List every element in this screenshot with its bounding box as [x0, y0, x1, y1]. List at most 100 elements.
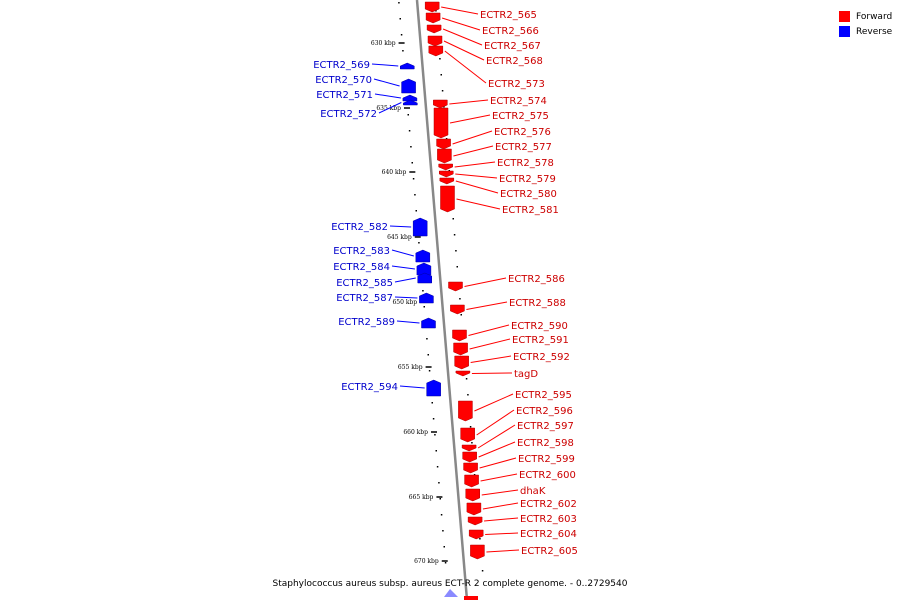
forward-gene-arrow[interactable] [424, 1, 440, 13]
forward-gene-label[interactable]: ECTR2_575 [492, 111, 549, 122]
reverse-gene-arrow[interactable] [401, 78, 416, 94]
forward-gene-label[interactable]: ECTR2_595 [515, 390, 572, 401]
forward-gene-leader [442, 28, 483, 46]
reverse-gene-arrow[interactable] [415, 249, 431, 263]
forward-gene-label[interactable]: ECTR2_566 [482, 26, 539, 37]
reverse-gene-label[interactable]: ECTR2_584 [333, 262, 390, 273]
forward-gene-arrow[interactable] [437, 148, 452, 164]
forward-gene-arrow[interactable] [462, 451, 477, 463]
forward-gene-arrow[interactable] [433, 107, 449, 139]
forward-gene-label[interactable]: ECTR2_567 [484, 41, 541, 52]
forward-gene-arrow[interactable] [466, 502, 482, 516]
forward-gene-arrow[interactable] [454, 355, 469, 370]
minor-tick [402, 50, 404, 52]
forward-gene-arrow[interactable] [426, 24, 442, 34]
forward-gene-arrow[interactable] [450, 304, 465, 315]
forward-gene-leader [484, 517, 519, 522]
reverse-gene-label[interactable]: ECTR2_583 [333, 246, 390, 257]
forward-gene-arrow[interactable] [436, 138, 451, 150]
forward-gene-label[interactable]: ECTR2_568 [486, 56, 543, 67]
reverse-gene-label[interactable]: ECTR2_571 [316, 90, 373, 101]
forward-gene-arrow[interactable] [439, 170, 454, 178]
forward-gene-label[interactable]: tagD [514, 369, 538, 380]
forward-gene-label[interactable]: ECTR2_604 [520, 529, 577, 540]
forward-gene-label[interactable]: ECTR2_576 [494, 127, 551, 138]
reverse-gene-label[interactable]: ECTR2_587 [336, 293, 393, 304]
forward-gene-arrow[interactable] [439, 177, 455, 185]
minor-tick [426, 338, 428, 340]
forward-gene-label[interactable]: ECTR2_578 [497, 158, 554, 169]
forward-gene-arrow[interactable] [428, 45, 444, 57]
forward-gene-label[interactable]: ECTR2_598 [517, 438, 574, 449]
tick-label: 670 kbp [414, 558, 439, 565]
forward-gene-label[interactable]: dhaK [520, 486, 546, 497]
forward-gene-leader [464, 277, 507, 287]
reverse-gene-arrow[interactable] [421, 317, 436, 329]
minor-tick [455, 250, 457, 252]
reverse-gene-label[interactable]: ECTR2_569 [313, 60, 370, 71]
forward-gene-arrow[interactable] [461, 444, 477, 452]
minor-tick [434, 434, 436, 436]
forward-gene-leader [470, 355, 512, 363]
forward-gene-label[interactable]: ECTR2_599 [518, 454, 575, 465]
forward-gene-label[interactable]: ECTR2_577 [495, 142, 552, 153]
forward-gene-arrow[interactable] [425, 12, 441, 24]
forward-gene-arrow[interactable] [464, 474, 479, 488]
forward-gene-arrow[interactable] [427, 35, 443, 47]
forward-swatch [839, 11, 850, 22]
reverse-gene-arrow[interactable] [412, 217, 428, 237]
forward-gene-arrow[interactable] [470, 544, 485, 560]
forward-gene-arrow[interactable] [452, 329, 467, 342]
forward-gene-arrow[interactable] [467, 516, 483, 526]
reverse-gene-arrow[interactable] [419, 292, 434, 304]
reverse-gene-label[interactable]: ECTR2_572 [320, 109, 377, 120]
forward-gene-arrow[interactable] [463, 462, 478, 474]
forward-gene-label[interactable]: ECTR2_602 [520, 499, 577, 510]
forward-gene-label[interactable]: ECTR2_580 [500, 189, 557, 200]
forward-gene-label[interactable]: ECTR2_592 [513, 352, 570, 363]
reverse-gene-label[interactable]: ECTR2_582 [331, 222, 388, 233]
reverse-gene-label[interactable]: ECTR2_594 [341, 382, 398, 393]
reverse-gene-label[interactable]: ECTR2_589 [338, 317, 395, 328]
forward-gene-label[interactable]: ECTR2_600 [519, 470, 576, 481]
forward-gene-arrow[interactable] [433, 99, 448, 109]
forward-gene-arrow[interactable] [453, 342, 468, 356]
forward-gene-label[interactable]: ECTR2_565 [480, 10, 537, 21]
forward-gene-label[interactable]: ECTR2_574 [490, 96, 547, 107]
forward-gene-arrow[interactable] [448, 281, 463, 292]
reverse-gene-leader [394, 277, 416, 283]
forward-gene-label[interactable]: ECTR2_603 [520, 514, 577, 525]
forward-gene-label[interactable]: ECTR2_605 [521, 546, 578, 557]
forward-gene-arrow[interactable] [458, 400, 473, 422]
minor-tick [465, 378, 468, 380]
minor-tick [467, 394, 469, 396]
reverse-gene-leader [389, 225, 412, 228]
forward-gene-label[interactable]: ECTR2_573 [488, 79, 545, 90]
reverse-gene-arrow[interactable] [426, 379, 441, 397]
forward-gene-arrow[interactable] [455, 370, 471, 377]
forward-gene-arrow[interactable] [460, 427, 475, 443]
reverse-gene-leader [396, 320, 420, 324]
forward-gene-arrow[interactable] [465, 488, 480, 502]
forward-gene-arrow[interactable] [468, 529, 484, 540]
legend-reverse: Reverse [839, 24, 892, 39]
forward-gene-label[interactable]: ECTR2_586 [508, 274, 565, 285]
forward-gene-label[interactable]: ECTR2_591 [512, 335, 569, 346]
reverse-gene-arrow[interactable] [403, 99, 418, 106]
forward-gene-label[interactable]: ECTR2_579 [499, 174, 556, 185]
reverse-gene-arrow[interactable] [402, 94, 418, 102]
forward-gene-label[interactable]: ECTR2_590 [511, 321, 568, 332]
forward-gene-label[interactable]: ECTR2_581 [502, 205, 559, 216]
forward-gene-arrow[interactable] [438, 163, 453, 171]
forward-gene-label[interactable]: ECTR2_596 [516, 406, 573, 417]
reverse-gene-arrow[interactable] [417, 272, 432, 284]
reverse-gene-label[interactable]: ECTR2_585 [336, 278, 393, 289]
forward-gene-label[interactable]: ECTR2_597 [517, 421, 574, 432]
forward-gene-leader [485, 532, 519, 535]
reverse-swatch [839, 26, 850, 37]
forward-gene-arrow[interactable] [440, 185, 455, 213]
forward-gene-label[interactable]: ECTR2_588 [509, 298, 566, 309]
reverse-gene-arrow[interactable] [416, 262, 432, 276]
reverse-gene-label[interactable]: ECTR2_570 [315, 75, 372, 86]
reverse-gene-arrow[interactable] [400, 62, 415, 70]
